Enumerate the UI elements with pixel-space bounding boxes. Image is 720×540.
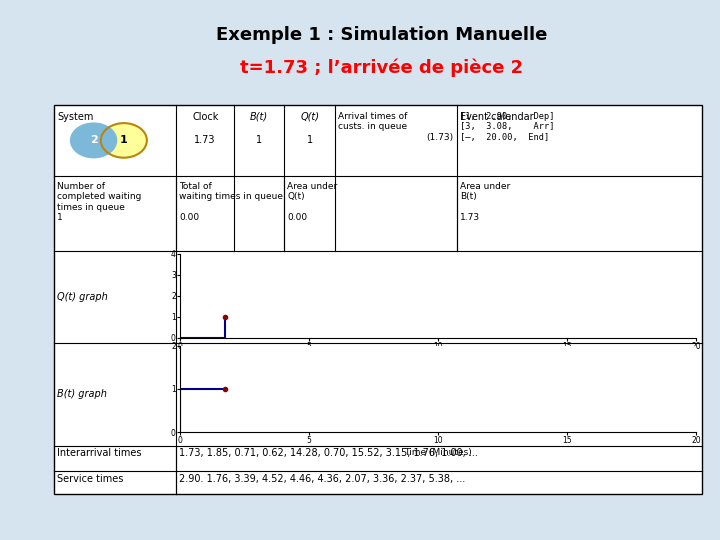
- Text: 2: 2: [90, 136, 97, 145]
- Text: Area under
Q(t)

0.00: Area under Q(t) 0.00: [287, 182, 338, 222]
- Text: 1: 1: [307, 136, 312, 145]
- Text: Service times: Service times: [57, 474, 123, 484]
- Text: Exemple 1 : Simulation Manuelle: Exemple 1 : Simulation Manuelle: [216, 26, 547, 44]
- X-axis label: Time (Minutes): Time (Minutes): [404, 448, 472, 457]
- Text: B(t): B(t): [250, 112, 269, 122]
- Text: Q(t) graph: Q(t) graph: [57, 292, 107, 302]
- Text: Area under
B(t)

1.73: Area under B(t) 1.73: [460, 182, 510, 222]
- Text: (1.73): (1.73): [426, 133, 454, 142]
- Text: 1.73: 1.73: [194, 136, 216, 145]
- Text: Q(t): Q(t): [300, 112, 319, 122]
- Text: 2.90. 1.76, 3.39, 4.52, 4.46, 4.36, 2.07, 3.36, 2.37, 5.38, ...: 2.90. 1.76, 3.39, 4.52, 4.46, 4.36, 2.07…: [179, 474, 466, 484]
- Text: Interarrival times: Interarrival times: [57, 448, 141, 458]
- Text: B(t) graph: B(t) graph: [57, 389, 107, 399]
- Text: Total of
waiting times in queue

0.00: Total of waiting times in queue 0.00: [179, 182, 283, 222]
- Text: [1,  2.90,    Dep]
[3,  3.08,    Arr]
[–,  20.00,  End]: [1, 2.90, Dep] [3, 3.08, Arr] [–, 20.00,…: [460, 112, 554, 141]
- Text: Arrival times of
custs. in queue: Arrival times of custs. in queue: [338, 112, 407, 131]
- Text: Event calendar: Event calendar: [460, 112, 534, 122]
- Text: Clock: Clock: [192, 112, 218, 122]
- Text: 1: 1: [120, 136, 127, 145]
- Text: Number of
completed waiting
times in queue
1: Number of completed waiting times in que…: [57, 182, 141, 222]
- Circle shape: [71, 123, 117, 158]
- Bar: [54, 105, 702, 494]
- Text: System: System: [57, 112, 94, 122]
- Text: 1: 1: [256, 136, 262, 145]
- Circle shape: [101, 123, 147, 158]
- Text: 1.73, 1.85, 0.71, 0.62, 14.28, 0.70, 15.52, 3.15, 1.76, 1.00, ...: 1.73, 1.85, 0.71, 0.62, 14.28, 0.70, 15.…: [179, 448, 478, 458]
- Text: t=1.73 ; l’arrivée de pièce 2: t=1.73 ; l’arrivée de pièce 2: [240, 58, 523, 77]
